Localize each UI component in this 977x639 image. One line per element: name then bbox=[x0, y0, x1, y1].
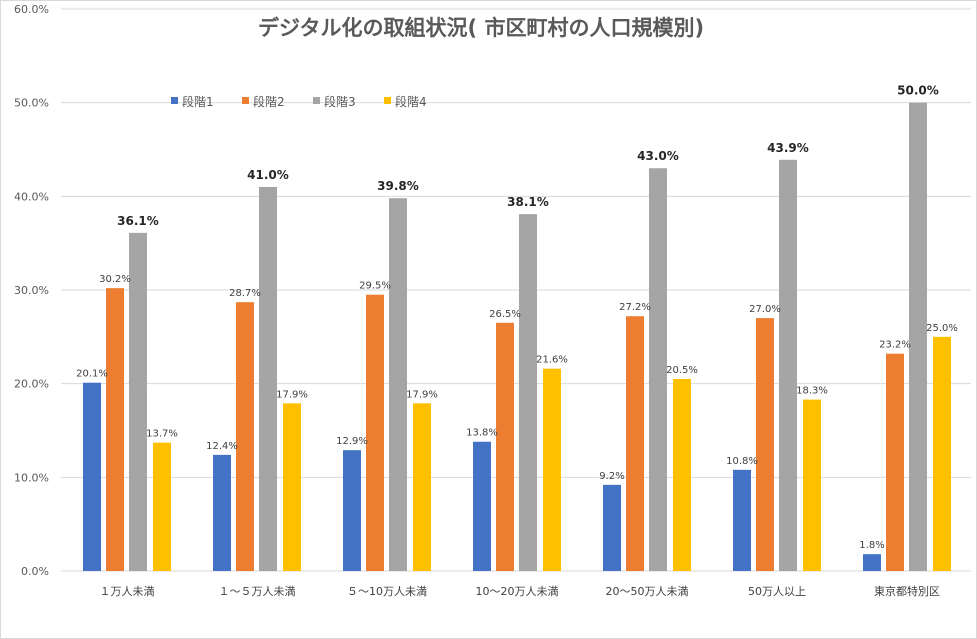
data-label: 12.9% bbox=[336, 436, 368, 447]
data-label: 43.0% bbox=[637, 149, 679, 163]
data-label: 28.7% bbox=[229, 288, 261, 299]
data-label: 21.6% bbox=[536, 355, 568, 366]
legend-label: 段階2 bbox=[253, 94, 285, 109]
bar-段階3 bbox=[389, 198, 407, 571]
bar-段階1 bbox=[83, 382, 101, 571]
bar-段階2 bbox=[366, 294, 384, 571]
legend-swatch bbox=[313, 97, 320, 104]
bar-段階4 bbox=[933, 336, 951, 571]
y-tick-label: 0.0% bbox=[21, 565, 49, 578]
data-label: 25.0% bbox=[926, 323, 958, 334]
data-label: 17.9% bbox=[276, 389, 308, 400]
bar-段階1 bbox=[343, 450, 361, 571]
bar-段階3 bbox=[909, 102, 927, 572]
bar-段階4 bbox=[803, 399, 821, 571]
data-label: 27.2% bbox=[619, 302, 651, 313]
bar-段階4 bbox=[673, 378, 691, 571]
data-label: 9.2% bbox=[599, 471, 624, 482]
x-tick-label: 東京都特別区 bbox=[874, 584, 940, 598]
bar-段階2 bbox=[886, 353, 904, 571]
data-label: 50.0% bbox=[897, 84, 939, 98]
data-label: 26.5% bbox=[489, 309, 521, 320]
data-label: 12.4% bbox=[206, 441, 238, 452]
bar-段階1 bbox=[733, 469, 751, 571]
bar-段階3 bbox=[259, 186, 277, 571]
x-tick-label: 20～50万人未満 bbox=[606, 585, 689, 598]
bar-段階3 bbox=[649, 168, 667, 571]
data-label: 38.1% bbox=[507, 195, 549, 209]
data-label: 18.3% bbox=[796, 386, 828, 397]
bar-段階4 bbox=[153, 442, 171, 571]
legend-swatch bbox=[384, 97, 391, 104]
x-tick-label: 50万人以上 bbox=[748, 585, 806, 598]
y-tick-label: 50.0% bbox=[14, 97, 49, 110]
bar-段階1 bbox=[603, 484, 621, 571]
data-label: 20.1% bbox=[76, 369, 108, 380]
y-tick-label: 20.0% bbox=[14, 378, 49, 391]
bar-段階3 bbox=[519, 214, 537, 571]
data-label: 27.0% bbox=[749, 304, 781, 315]
legend-label: 段階3 bbox=[324, 94, 356, 109]
bar-段階1 bbox=[863, 554, 881, 571]
data-label: 43.9% bbox=[767, 141, 809, 155]
x-tick-label: ５～10万人未満 bbox=[347, 585, 427, 598]
bar-段階2 bbox=[236, 302, 254, 571]
chart-title: デジタル化の取組状況( 市区町村の人口規模別) bbox=[258, 16, 704, 40]
legend-swatch bbox=[171, 97, 178, 104]
bar-段階4 bbox=[283, 403, 301, 571]
x-tick-label: 10～20万人未満 bbox=[476, 585, 559, 598]
data-label: 29.5% bbox=[359, 281, 391, 292]
y-tick-label: 60.0% bbox=[14, 3, 49, 16]
legend-label: 段階4 bbox=[395, 94, 427, 109]
data-label: 39.8% bbox=[377, 179, 419, 193]
bar-段階1 bbox=[213, 454, 231, 571]
bar-段階3 bbox=[779, 159, 797, 571]
bar-段階2 bbox=[496, 322, 514, 571]
data-label: 17.9% bbox=[406, 389, 438, 400]
bar-段階3 bbox=[129, 232, 147, 571]
legend-label: 段階1 bbox=[182, 94, 214, 109]
bar-段階2 bbox=[626, 316, 644, 571]
bar-段階4 bbox=[543, 368, 561, 571]
data-label: 13.8% bbox=[466, 428, 498, 439]
bar-段階1 bbox=[473, 441, 491, 571]
data-label: 10.8% bbox=[726, 456, 758, 467]
data-label: 36.1% bbox=[117, 214, 159, 228]
bar-段階4 bbox=[413, 403, 431, 571]
y-tick-label: 30.0% bbox=[14, 284, 49, 297]
x-tick-label: １万人未満 bbox=[100, 585, 155, 598]
data-label: 30.2% bbox=[99, 274, 131, 285]
data-label: 20.5% bbox=[666, 365, 698, 376]
y-tick-label: 10.0% bbox=[14, 471, 49, 484]
bar-段階2 bbox=[756, 318, 774, 571]
data-label: 41.0% bbox=[247, 168, 289, 182]
bar-段階2 bbox=[106, 288, 124, 571]
data-label: 1.8% bbox=[859, 540, 884, 551]
data-label: 23.2% bbox=[879, 340, 911, 351]
data-label: 13.7% bbox=[146, 429, 178, 440]
x-tick-label: １～５万人未満 bbox=[219, 585, 296, 598]
legend-swatch bbox=[242, 97, 249, 104]
y-tick-label: 40.0% bbox=[14, 190, 49, 203]
